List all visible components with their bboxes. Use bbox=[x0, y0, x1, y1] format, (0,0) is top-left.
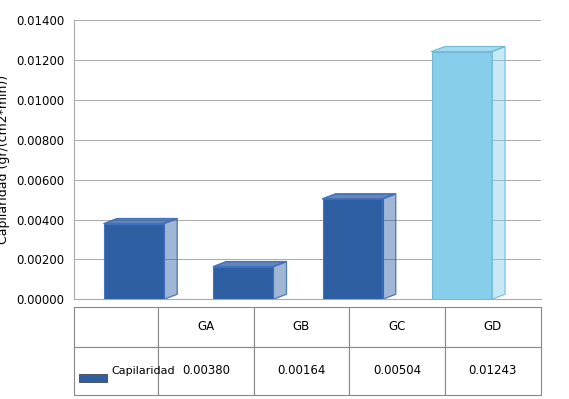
Polygon shape bbox=[164, 219, 177, 299]
FancyBboxPatch shape bbox=[158, 347, 254, 395]
Bar bbox=[432, 51, 492, 299]
Text: 0.00380: 0.00380 bbox=[182, 364, 230, 377]
Polygon shape bbox=[383, 194, 396, 299]
Text: GA: GA bbox=[197, 320, 215, 334]
Text: GC: GC bbox=[389, 320, 406, 334]
Text: 0.00164: 0.00164 bbox=[277, 364, 325, 377]
Bar bbox=[323, 199, 383, 299]
FancyBboxPatch shape bbox=[79, 374, 106, 382]
Text: GD: GD bbox=[484, 320, 502, 334]
Bar bbox=[104, 223, 164, 299]
Y-axis label: Capilaridad (gr/(cm2*min)): Capilaridad (gr/(cm2*min)) bbox=[0, 75, 10, 244]
Text: Capilaridad: Capilaridad bbox=[112, 366, 175, 376]
Polygon shape bbox=[323, 194, 396, 199]
FancyBboxPatch shape bbox=[445, 347, 541, 395]
Polygon shape bbox=[492, 47, 505, 299]
Polygon shape bbox=[432, 47, 505, 51]
Bar bbox=[213, 267, 273, 299]
FancyBboxPatch shape bbox=[254, 307, 349, 347]
Polygon shape bbox=[213, 262, 287, 267]
FancyBboxPatch shape bbox=[445, 307, 541, 347]
FancyBboxPatch shape bbox=[349, 307, 445, 347]
Text: 0.00504: 0.00504 bbox=[373, 364, 421, 377]
FancyBboxPatch shape bbox=[74, 347, 158, 395]
Text: GB: GB bbox=[293, 320, 310, 334]
FancyBboxPatch shape bbox=[254, 347, 349, 395]
FancyBboxPatch shape bbox=[158, 307, 254, 347]
FancyBboxPatch shape bbox=[74, 307, 158, 347]
FancyBboxPatch shape bbox=[349, 347, 445, 395]
Text: 0.01243: 0.01243 bbox=[468, 364, 517, 377]
Polygon shape bbox=[104, 219, 177, 223]
Polygon shape bbox=[273, 262, 287, 299]
